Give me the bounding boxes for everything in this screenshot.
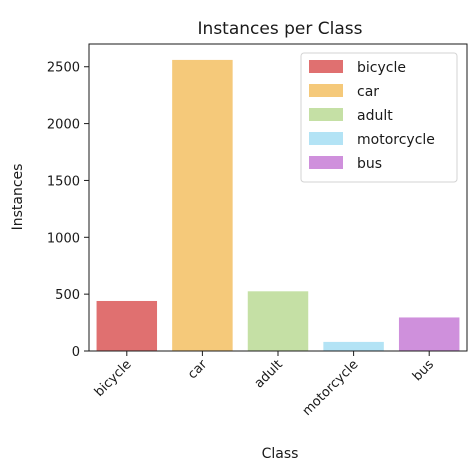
x-tick-label: bus (410, 357, 437, 384)
bar-bus (398, 317, 460, 351)
legend-label-bicycle: bicycle (357, 60, 406, 76)
x-tick-label: adult (252, 357, 286, 391)
y-tick-label: 2500 (47, 61, 80, 76)
y-tick-label: 0 (72, 345, 80, 360)
legend-swatch-adult (309, 108, 343, 121)
y-axis-label: Instances (10, 164, 26, 231)
legend: bicycle car adult motorcycle bus (300, 52, 458, 183)
y-tick-label: 500 (55, 288, 80, 303)
x-tick-label: bicycle (92, 357, 135, 400)
bar-bicycle (96, 300, 158, 351)
x-axis-label: Class (262, 446, 299, 462)
y-tick-label: 2000 (47, 118, 80, 133)
legend-label-motorcycle: motorcycle (357, 132, 435, 148)
legend-swatch-car (309, 84, 343, 97)
y-tick-label: 1500 (47, 174, 80, 189)
bar-motorcycle (323, 341, 384, 351)
legend-swatch-motorcycle (309, 132, 343, 145)
bar-car (172, 59, 233, 351)
x-tick-label: motorcycle (300, 357, 362, 419)
plot-area (96, 59, 460, 351)
legend-label-adult: adult (357, 108, 393, 124)
legend-label-bus: bus (357, 156, 382, 172)
legend-swatch-bicycle (309, 60, 343, 73)
y-tick-label: 1000 (47, 231, 80, 246)
legend-label-car: car (357, 84, 379, 100)
bar-adult (247, 291, 309, 351)
legend-swatch-bus (309, 156, 343, 169)
x-tick-label: car (185, 357, 211, 383)
chart-title: Instances per Class (198, 19, 363, 39)
